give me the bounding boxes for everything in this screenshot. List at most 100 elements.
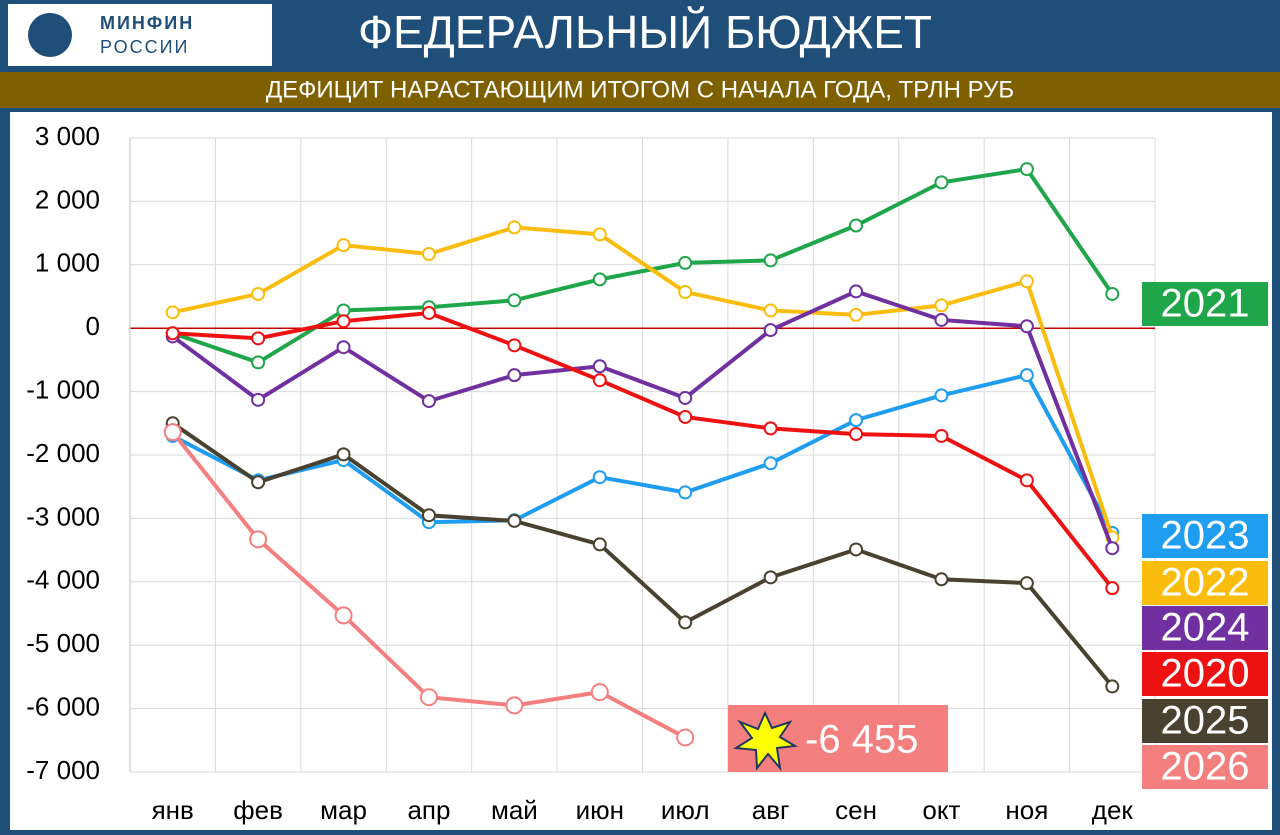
data-point — [763, 323, 778, 338]
data-point — [251, 331, 266, 346]
legend-swatch — [1142, 745, 1268, 789]
data-point — [1019, 576, 1034, 591]
data-point — [336, 314, 351, 329]
series-line — [171, 421, 1114, 688]
y-tick-label: -2 000 — [26, 438, 100, 468]
y-tick-label: -3 000 — [26, 501, 100, 531]
page-title: ФЕДЕРАЛЬНЫЙ БЮДЖЕТ — [358, 6, 932, 58]
data-point — [849, 307, 864, 322]
y-tick-label: 1 000 — [35, 248, 100, 278]
subtitle-band — [0, 72, 1280, 108]
data-point — [676, 728, 695, 747]
data-point — [678, 285, 693, 300]
data-point — [251, 392, 266, 407]
data-point — [507, 338, 522, 353]
x-tick-label: май — [491, 795, 538, 825]
data-point — [849, 427, 864, 442]
x-tick-label: июн — [576, 795, 624, 825]
data-point — [336, 447, 351, 462]
legend-label: 2025 — [1161, 699, 1250, 743]
x-tick-label: окт — [922, 795, 960, 825]
data-point — [421, 394, 436, 409]
data-point — [251, 355, 266, 370]
data-point — [849, 284, 864, 299]
logo-text: РОССИИ — [100, 37, 189, 57]
data-point — [849, 218, 864, 233]
y-tick-label: -5 000 — [26, 628, 100, 658]
data-point — [934, 572, 949, 587]
x-tick-label: дек — [1092, 795, 1134, 825]
annotation: -6 455 — [805, 718, 918, 762]
series-line — [172, 166, 1114, 365]
y-tick-label: -7 000 — [26, 755, 100, 785]
data-point — [1105, 581, 1120, 596]
data-point — [1105, 541, 1120, 556]
data-point — [336, 340, 351, 355]
data-point — [334, 606, 353, 625]
data-point — [505, 696, 524, 715]
data-point — [251, 475, 266, 490]
data-point — [934, 312, 949, 327]
data-point — [421, 247, 436, 262]
data-point — [163, 423, 182, 442]
data-point — [1105, 679, 1120, 694]
data-point — [249, 530, 268, 549]
legend-swatch — [1142, 514, 1268, 558]
data-point — [507, 293, 522, 308]
data-point — [507, 513, 522, 528]
legend-swatch — [1142, 561, 1268, 605]
y-tick-label: -4 000 — [26, 565, 100, 595]
data-point — [592, 373, 607, 388]
data-point — [165, 326, 180, 341]
plot-background — [10, 112, 1272, 830]
data-point — [849, 413, 864, 428]
data-point — [678, 409, 693, 424]
data-point — [1019, 319, 1034, 334]
series-line — [172, 225, 1115, 539]
data-point — [763, 421, 778, 436]
y-tick-label: -1 000 — [26, 374, 100, 404]
legend-label: 2024 — [1161, 606, 1250, 650]
x-tick-label: ноя — [1005, 795, 1048, 825]
data-point — [507, 368, 522, 383]
x-tick-label: июл — [661, 795, 710, 825]
chart-title: ДЕФИЦИТ НАРАСТАЮЩИМ ИТОГОМ С НАЧАЛА ГОДА… — [266, 76, 1014, 103]
data-point — [1105, 286, 1120, 301]
legend-label: 2026 — [1161, 745, 1250, 789]
data-point — [421, 508, 436, 523]
series-line — [172, 310, 1114, 590]
data-point — [590, 683, 609, 702]
logo-emblem — [28, 13, 72, 57]
data-point — [251, 286, 266, 301]
data-point — [763, 253, 778, 268]
annotation-star — [732, 710, 799, 772]
data-point — [678, 485, 693, 500]
series-line — [171, 289, 1115, 549]
data-point — [934, 388, 949, 403]
data-point — [934, 428, 949, 443]
data-point — [934, 298, 949, 313]
data-point — [419, 688, 438, 707]
data-point — [421, 305, 436, 320]
data-point — [763, 456, 778, 471]
data-point — [678, 615, 693, 630]
data-point — [934, 175, 949, 190]
legend-label: 2020 — [1161, 652, 1250, 696]
data-point — [1019, 162, 1034, 177]
legend-swatch — [1142, 652, 1268, 696]
y-tick-label: 3 000 — [35, 121, 100, 151]
x-tick-label: янв — [152, 795, 194, 825]
logo-text: МИНФИН — [100, 13, 194, 33]
data-point — [592, 537, 607, 552]
x-tick-label: фев — [233, 795, 283, 825]
data-point — [592, 227, 607, 242]
data-point — [763, 570, 778, 585]
legend-swatch — [1142, 282, 1268, 326]
x-tick-label: мар — [320, 795, 367, 825]
y-tick-label: -6 000 — [26, 691, 100, 721]
data-point — [678, 390, 693, 405]
x-tick-label: авг — [752, 795, 790, 825]
data-point — [1019, 368, 1034, 383]
data-point — [592, 359, 607, 374]
